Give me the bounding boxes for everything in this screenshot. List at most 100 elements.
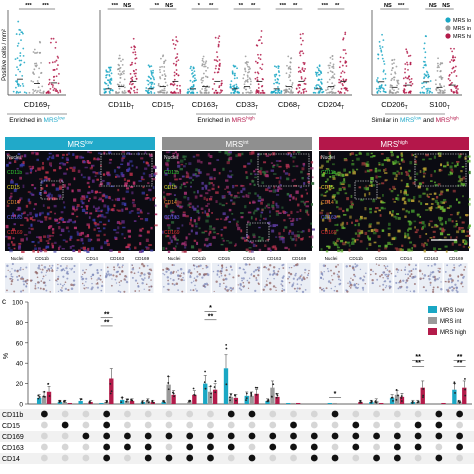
cell-signal (328, 245, 331, 249)
ihc-stain (349, 280, 351, 283)
cell-signal (272, 245, 277, 249)
cell-signal (59, 178, 63, 181)
ihc-stain (85, 281, 87, 283)
ihc-label: CD163 (424, 256, 439, 261)
cell-signal (73, 226, 77, 230)
cell-signal (205, 186, 208, 190)
cell-signal (84, 235, 88, 238)
cell-signal (201, 231, 205, 234)
cell-signal (278, 235, 281, 238)
cell-signal (320, 155, 322, 159)
cell-signal (301, 230, 305, 233)
ihc-stain (45, 289, 48, 292)
data-point (422, 81, 425, 84)
ihc-stain (118, 281, 121, 284)
cell-signal (55, 187, 60, 191)
cell-signal (357, 234, 361, 238)
marker-absent-dot (269, 454, 277, 462)
cell-signal (228, 241, 233, 244)
cell-signal (360, 198, 364, 202)
cell-signal (170, 209, 174, 213)
sig-label: * (209, 305, 212, 312)
data-point (54, 61, 56, 63)
cell-signal (93, 196, 97, 200)
cell-signal (80, 247, 84, 249)
cell-signal (269, 224, 272, 227)
data-point (231, 70, 234, 73)
cell-signal (391, 237, 395, 241)
cell-signal (429, 237, 433, 239)
channel-label: CD169 (164, 230, 180, 236)
cell-signal (438, 248, 442, 250)
cell-signal (366, 152, 370, 156)
ihc-stain (345, 265, 348, 268)
data-point (205, 86, 207, 89)
data-point (299, 50, 302, 53)
bar (99, 402, 104, 404)
cell-signal (378, 209, 381, 212)
data-point (166, 84, 169, 87)
data-point (322, 90, 325, 93)
cell-signal (306, 173, 310, 176)
marker-present-dot (207, 443, 214, 451)
marker-label: CD68T (278, 100, 300, 111)
image-title-sup: low (85, 140, 93, 146)
data-point (18, 33, 21, 36)
cell-signal (258, 236, 261, 239)
ihc-stain (451, 289, 454, 292)
cell-signal (350, 194, 353, 198)
cell-signal (103, 233, 106, 236)
cell-signal (39, 249, 43, 253)
ihc-stain (145, 283, 148, 286)
cell-signal (183, 243, 187, 247)
data-point (33, 90, 36, 93)
cell-signal (397, 217, 401, 220)
cell-signal (121, 158, 124, 162)
cell-signal (284, 226, 288, 229)
cell-signal (53, 169, 57, 172)
data-point (455, 87, 457, 90)
data-point (176, 84, 179, 87)
cell-signal (187, 197, 190, 201)
cell-signal (296, 211, 299, 213)
ihc-stain (194, 279, 198, 282)
cell-signal (201, 187, 204, 190)
cell-signal (255, 244, 258, 247)
cell-signal (98, 230, 102, 233)
cell-signal (266, 238, 270, 241)
marker-present-dot (40, 410, 48, 418)
replicate-dot (214, 380, 217, 383)
data-point (219, 89, 222, 92)
data-point (213, 71, 216, 74)
data-point (55, 75, 58, 78)
data-point (260, 42, 263, 45)
marker-present-dot (103, 410, 111, 418)
data-point (162, 92, 165, 94)
ihc-stain (13, 290, 16, 293)
cell-signal (251, 151, 255, 155)
data-point (382, 69, 385, 72)
data-point (450, 59, 453, 61)
cell-signal (364, 231, 368, 235)
marker-present-dot (103, 454, 111, 462)
cell-signal (225, 179, 229, 182)
data-point (380, 50, 383, 53)
data-point (136, 91, 138, 94)
cell-signal (184, 241, 187, 245)
ihc-stain (268, 273, 272, 276)
cell-signal (445, 189, 449, 192)
cell-signal (387, 241, 391, 245)
cell-signal (276, 205, 280, 209)
ihc-stain (333, 289, 336, 292)
data-point (174, 44, 177, 46)
data-point (302, 52, 305, 55)
cell-signal (295, 238, 298, 242)
data-point (404, 68, 407, 70)
cell-signal (433, 192, 437, 195)
data-point (299, 37, 302, 40)
data-point (245, 91, 248, 94)
cell-signal (364, 206, 367, 211)
cell-signal (179, 186, 182, 190)
marker-present-dot (331, 454, 339, 462)
ihc-stain (413, 283, 416, 286)
